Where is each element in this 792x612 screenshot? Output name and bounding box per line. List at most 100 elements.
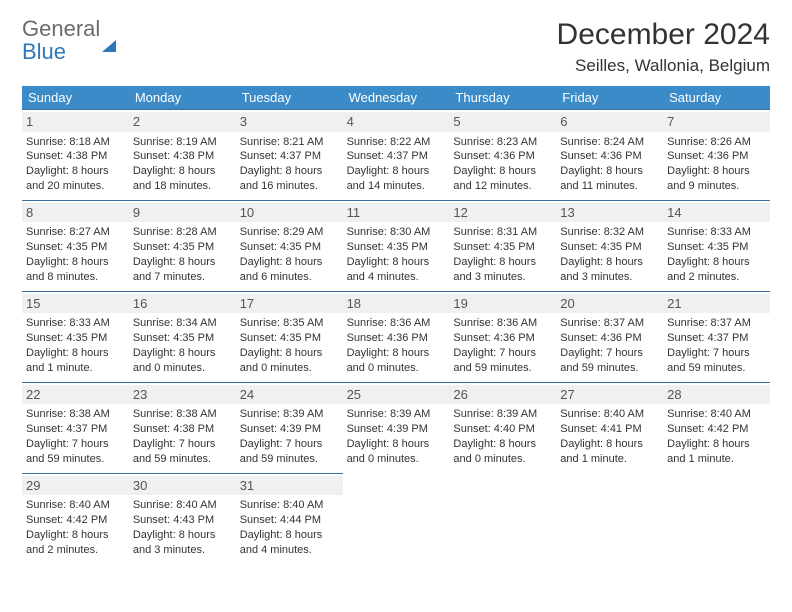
day-cell: 30 Sunrise: 8:40 AMSunset: 4:43 PMDayligh… bbox=[129, 473, 236, 564]
sunrise-text: Sunrise: 8:34 AM bbox=[133, 316, 232, 331]
day-cell: 17Sunrise: 8:35 AMSunset: 4:35 PMDayligh… bbox=[236, 291, 343, 382]
sunrise-text: Sunrise: 8:24 AM bbox=[560, 135, 659, 150]
sunset-text: Sunset: 4:42 PM bbox=[667, 422, 766, 437]
sunset-text: Sunset: 4:36 PM bbox=[347, 331, 446, 346]
day-number: 6 bbox=[556, 112, 663, 132]
day-cell: 28Sunrise: 8:40 AMSunset: 4:42 PMDayligh… bbox=[663, 382, 770, 473]
logo: General Blue bbox=[22, 18, 116, 64]
sunrise-text: Sunrise: 8:32 AM bbox=[560, 225, 659, 240]
daylight-text: Daylight: 8 hours and 16 minutes. bbox=[240, 164, 339, 194]
daylight-text: Daylight: 8 hours and 3 minutes. bbox=[560, 255, 659, 285]
sunset-text: Sunset: 4:39 PM bbox=[347, 422, 446, 437]
daylight-text: Daylight: 7 hours and 59 minutes. bbox=[560, 346, 659, 376]
daylight-text: Daylight: 8 hours and 0 minutes. bbox=[133, 346, 232, 376]
day-number: 20 bbox=[556, 294, 663, 314]
daylight-text: Daylight: 8 hours and 14 minutes. bbox=[347, 164, 446, 194]
day-number: 18 bbox=[343, 294, 450, 314]
sunrise-text: Sunrise: 8:30 AM bbox=[347, 225, 446, 240]
title-block: December 2024 Seilles, Wallonia, Belgium bbox=[557, 18, 770, 76]
day-header: Tuesday bbox=[236, 86, 343, 109]
sunrise-text: Sunrise: 8:31 AM bbox=[453, 225, 552, 240]
day-cell: 18Sunrise: 8:36 AMSunset: 4:36 PMDayligh… bbox=[343, 291, 450, 382]
day-cell: 6Sunrise: 8:24 AMSunset: 4:36 PMDaylight… bbox=[556, 109, 663, 200]
sunset-text: Sunset: 4:37 PM bbox=[240, 149, 339, 164]
day-cell: 24Sunrise: 8:39 AMSunset: 4:39 PMDayligh… bbox=[236, 382, 343, 473]
day-cell: 31Sunrise: 8:40 AMSunset: 4:44 PMDayligh… bbox=[236, 473, 343, 564]
day-cell: 5Sunrise: 8:23 AMSunset: 4:36 PMDaylight… bbox=[449, 109, 556, 200]
daylight-text: Daylight: 8 hours and 2 minutes. bbox=[667, 255, 766, 285]
sunset-text: Sunset: 4:38 PM bbox=[133, 422, 232, 437]
day-cell: 15Sunrise: 8:33 AMSunset: 4:35 PMDayligh… bbox=[22, 291, 129, 382]
daylight-text: Daylight: 8 hours and 1 minute. bbox=[26, 346, 125, 376]
sunset-text: Sunset: 4:43 PM bbox=[133, 513, 232, 528]
day-number: 14 bbox=[663, 203, 770, 223]
day-cell: 29Sunrise: 8:40 AMSunset: 4:42 PMDayligh… bbox=[22, 473, 129, 564]
sunset-text: Sunset: 4:35 PM bbox=[453, 240, 552, 255]
daylight-text: Daylight: 8 hours and 0 minutes. bbox=[347, 437, 446, 467]
day-number: 19 bbox=[449, 294, 556, 314]
sunrise-text: Sunrise: 8:19 AM bbox=[133, 135, 232, 150]
sunset-text: Sunset: 4:39 PM bbox=[240, 422, 339, 437]
day-header: Saturday bbox=[663, 86, 770, 109]
day-number: 5 bbox=[449, 112, 556, 132]
sunrise-text: Sunrise: 8:35 AM bbox=[240, 316, 339, 331]
day-number: 30 bbox=[129, 476, 236, 496]
sunrise-text: Sunrise: 8:21 AM bbox=[240, 135, 339, 150]
sunset-text: Sunset: 4:35 PM bbox=[560, 240, 659, 255]
day-number: 15 bbox=[22, 294, 129, 314]
daylight-text: Daylight: 8 hours and 6 minutes. bbox=[240, 255, 339, 285]
day-cell: 1 Sunrise: 8:18 AMSunset: 4:38 PMDaylight… bbox=[22, 109, 129, 200]
empty-cell bbox=[556, 473, 663, 564]
sunrise-text: Sunrise: 8:29 AM bbox=[240, 225, 339, 240]
calendar-grid: SundayMondayTuesdayWednesdayThursdayFrid… bbox=[22, 86, 770, 564]
daylight-text: Daylight: 7 hours and 59 minutes. bbox=[26, 437, 125, 467]
day-number: 28 bbox=[663, 385, 770, 405]
day-number: 10 bbox=[236, 203, 343, 223]
daylight-text: Daylight: 8 hours and 1 minute. bbox=[667, 437, 766, 467]
day-number: 11 bbox=[343, 203, 450, 223]
sunrise-text: Sunrise: 8:36 AM bbox=[347, 316, 446, 331]
sunrise-text: Sunrise: 8:39 AM bbox=[453, 407, 552, 422]
day-cell: 9Sunrise: 8:28 AMSunset: 4:35 PMDaylight… bbox=[129, 200, 236, 291]
daylight-text: Daylight: 8 hours and 20 minutes. bbox=[26, 164, 125, 194]
day-cell: 22Sunrise: 8:38 AMSunset: 4:37 PMDayligh… bbox=[22, 382, 129, 473]
day-number: 1 bbox=[22, 112, 129, 132]
sunset-text: Sunset: 4:38 PM bbox=[26, 149, 125, 164]
sunrise-text: Sunrise: 8:18 AM bbox=[26, 135, 125, 150]
day-cell: 2Sunrise: 8:19 AMSunset: 4:38 PMDaylight… bbox=[129, 109, 236, 200]
sunset-text: Sunset: 4:36 PM bbox=[560, 331, 659, 346]
day-cell: 12Sunrise: 8:31 AMSunset: 4:35 PMDayligh… bbox=[449, 200, 556, 291]
sunrise-text: Sunrise: 8:36 AM bbox=[453, 316, 552, 331]
sunrise-text: Sunrise: 8:40 AM bbox=[240, 498, 339, 513]
day-number: 16 bbox=[129, 294, 236, 314]
day-number: 8 bbox=[22, 203, 129, 223]
day-number: 31 bbox=[236, 476, 343, 496]
daylight-text: Daylight: 8 hours and 3 minutes. bbox=[133, 528, 232, 558]
day-number: 4 bbox=[343, 112, 450, 132]
daylight-text: Daylight: 7 hours and 59 minutes. bbox=[133, 437, 232, 467]
day-header: Thursday bbox=[449, 86, 556, 109]
sunset-text: Sunset: 4:40 PM bbox=[453, 422, 552, 437]
sunrise-text: Sunrise: 8:40 AM bbox=[133, 498, 232, 513]
sunset-text: Sunset: 4:35 PM bbox=[26, 331, 125, 346]
day-cell: 8Sunrise: 8:27 AMSunset: 4:35 PMDaylight… bbox=[22, 200, 129, 291]
sunrise-text: Sunrise: 8:40 AM bbox=[26, 498, 125, 513]
day-header: Friday bbox=[556, 86, 663, 109]
daylight-text: Daylight: 8 hours and 11 minutes. bbox=[560, 164, 659, 194]
daylight-text: Daylight: 8 hours and 1 minute. bbox=[560, 437, 659, 467]
daylight-text: Daylight: 8 hours and 9 minutes. bbox=[667, 164, 766, 194]
day-cell: 11Sunrise: 8:30 AMSunset: 4:35 PMDayligh… bbox=[343, 200, 450, 291]
sunrise-text: Sunrise: 8:22 AM bbox=[347, 135, 446, 150]
empty-cell bbox=[449, 473, 556, 564]
sunset-text: Sunset: 4:35 PM bbox=[26, 240, 125, 255]
day-cell: 20Sunrise: 8:37 AMSunset: 4:36 PMDayligh… bbox=[556, 291, 663, 382]
daylight-text: Daylight: 8 hours and 3 minutes. bbox=[453, 255, 552, 285]
sunrise-text: Sunrise: 8:39 AM bbox=[240, 407, 339, 422]
empty-cell bbox=[343, 473, 450, 564]
day-cell: 16Sunrise: 8:34 AMSunset: 4:35 PMDayligh… bbox=[129, 291, 236, 382]
sunset-text: Sunset: 4:42 PM bbox=[26, 513, 125, 528]
day-cell: 4Sunrise: 8:22 AMSunset: 4:37 PMDaylight… bbox=[343, 109, 450, 200]
day-cell: 13Sunrise: 8:32 AMSunset: 4:35 PMDayligh… bbox=[556, 200, 663, 291]
day-cell: 3Sunrise: 8:21 AMSunset: 4:37 PMDaylight… bbox=[236, 109, 343, 200]
sunrise-text: Sunrise: 8:38 AM bbox=[133, 407, 232, 422]
